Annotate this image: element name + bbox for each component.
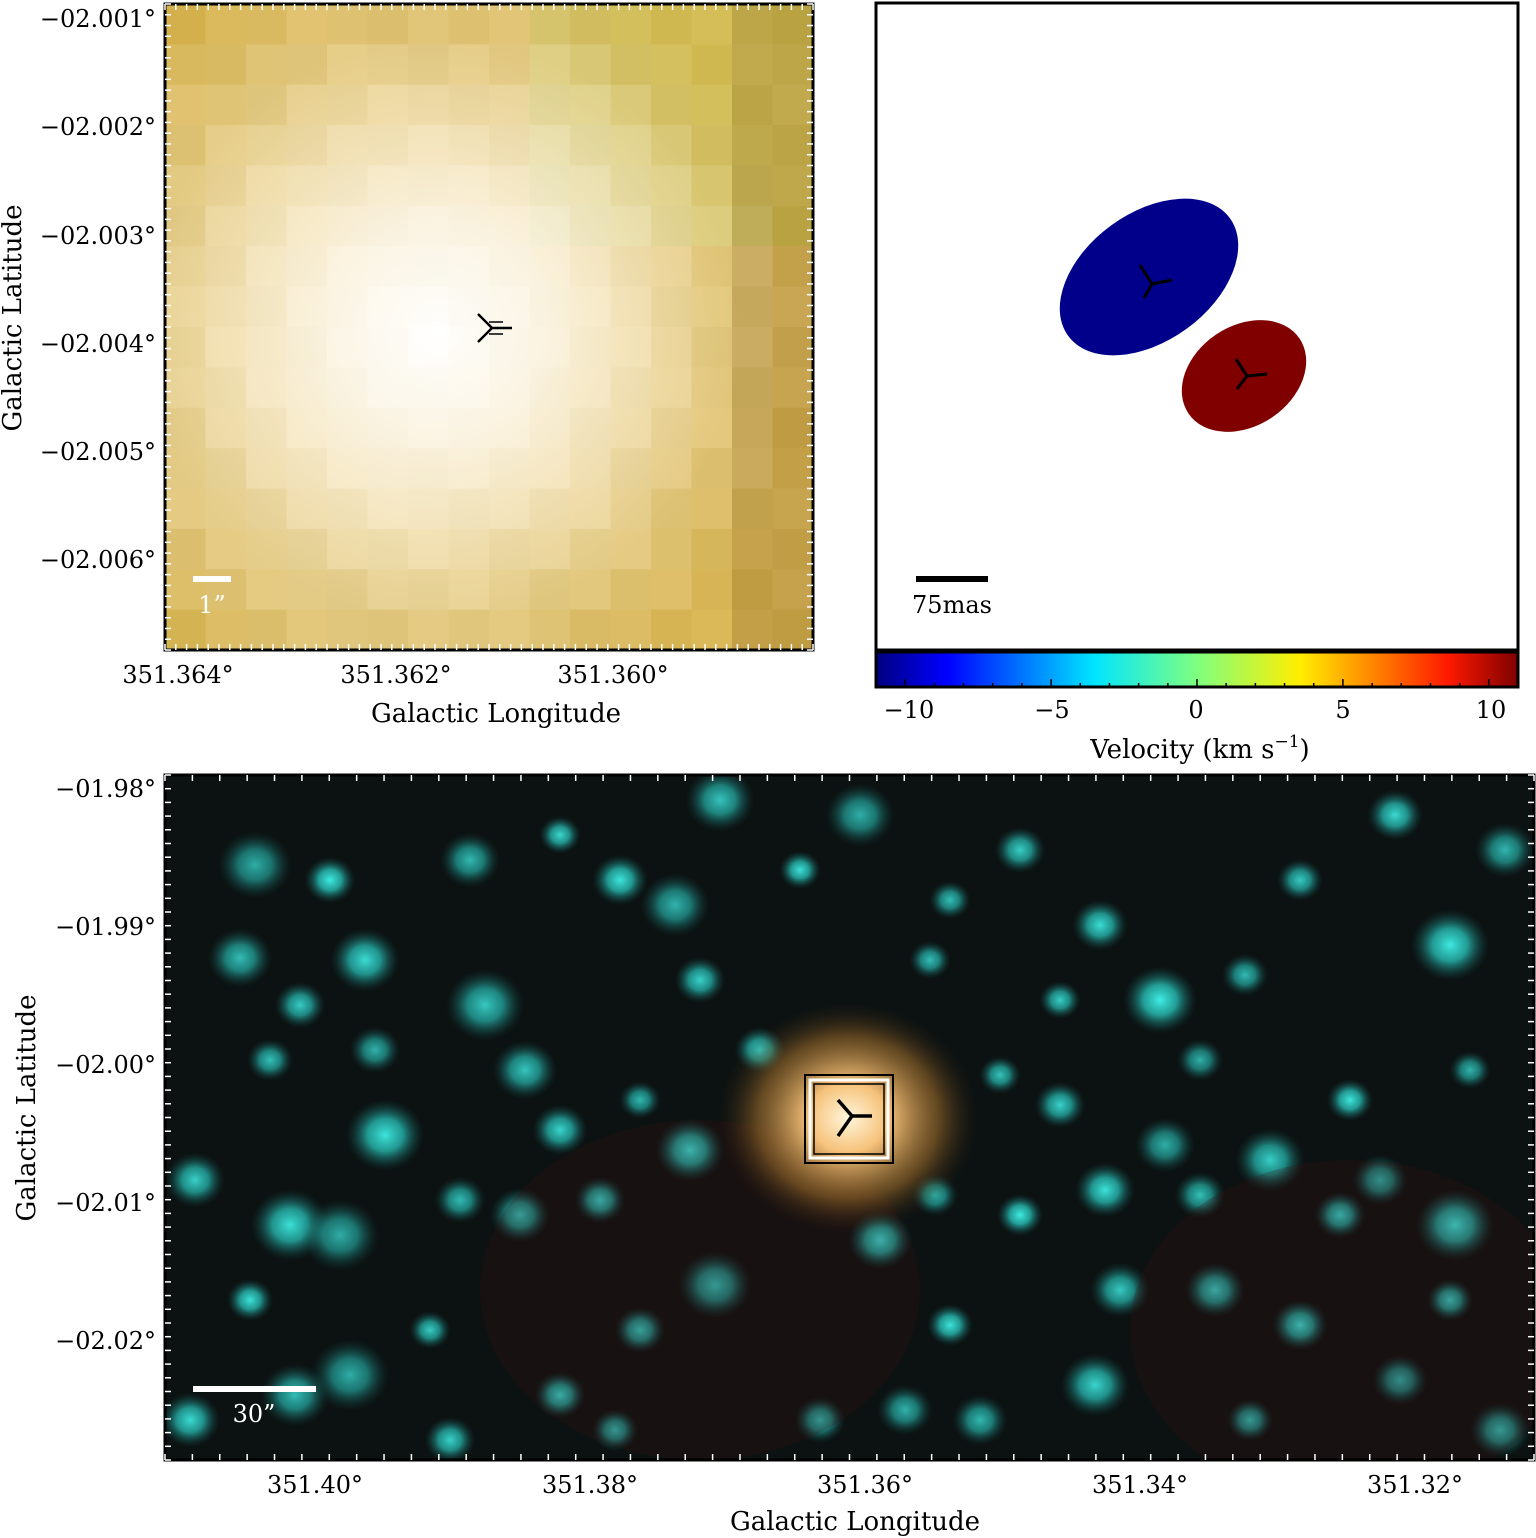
panel-c: 30” −01.98° −01.99° −02.00° −02.01° −02.…	[12, 773, 1536, 1537]
panel-c-ytick: −02.01°	[55, 1189, 156, 1217]
panel-a-xlabel: Galactic Longitude	[371, 699, 621, 729]
panel-a-ytick: −02.001°	[40, 5, 156, 33]
panel-a-xtick: 351.362°	[340, 661, 451, 689]
tri-marker-icon	[1234, 358, 1268, 390]
panel-b-frame	[874, 1, 1520, 652]
colorbar-label-text: Velocity (km s	[1089, 735, 1274, 765]
source-box	[808, 1078, 890, 1160]
panel-c-ytick: −01.98°	[55, 775, 156, 803]
panel-c-xlabel: Galactic Longitude	[730, 1507, 980, 1537]
panel-c-ticks	[164, 774, 1535, 1461]
panel-a-xtick: 351.364°	[122, 661, 233, 689]
panel-a-xtick: 351.360°	[557, 661, 668, 689]
panel-c-image	[165, 775, 1534, 1460]
panel-c-xtick: 351.38°	[542, 1471, 638, 1499]
colorbar-tick-label: −5	[1034, 696, 1069, 724]
tri-marker-icon	[477, 313, 512, 343]
panel-c-xtick: 351.36°	[817, 1471, 913, 1499]
tri-marker-icon	[836, 1098, 872, 1138]
panel-b-scale-label: 75mas	[912, 591, 992, 619]
panel-a-scale-label: 1”	[198, 591, 226, 619]
colorbar-ticks	[904, 679, 1490, 687]
colorbar-label-close: )	[1300, 735, 1310, 765]
panel-c-xtick: 351.40°	[267, 1471, 363, 1499]
velocity-component-blue	[1059, 198, 1239, 356]
velocity-component-red	[1181, 320, 1307, 432]
colorbar-label: Velocity (km s−1)	[1089, 732, 1309, 765]
panel-a-ytick: −02.005°	[40, 438, 156, 466]
panel-a-ylabel: Galactic Latitude	[0, 205, 28, 432]
tri-marker-icon	[1138, 264, 1173, 299]
panel-a-ticks	[164, 3, 814, 651]
panel-c-scale-label: 30”	[233, 1400, 276, 1428]
panel-a: 1” −02.001° −02.002° −02.003° −02.004° −…	[0, 2, 815, 729]
panel-c-ylabel: Galactic Latitude	[12, 995, 42, 1222]
panel-a-ytick: −02.002°	[40, 113, 156, 141]
colorbar-tick-label: −10	[884, 696, 935, 724]
source-box-inner	[813, 1083, 885, 1155]
panel-c-ytick: −01.99°	[55, 913, 156, 941]
panel-c-ytick: −02.00°	[55, 1051, 156, 1079]
panel-a-ytick: −02.003°	[40, 222, 156, 250]
panel-c-ytick: −02.02°	[55, 1327, 156, 1355]
panel-a-ytick: −02.004°	[40, 330, 156, 358]
colorbar-tick-label: 5	[1335, 696, 1350, 724]
panel-c-xtick: 351.32°	[1367, 1471, 1463, 1499]
panel-b: 75mas −10 −5 0 5 10 Velocity (km s−1)	[874, 1, 1520, 765]
colorbar-tick-label: 0	[1188, 696, 1203, 724]
panel-c-xtick: 351.34°	[1092, 1471, 1188, 1499]
colorbar-tick-label: 10	[1476, 696, 1507, 724]
source-box-outer	[804, 1074, 894, 1164]
panel-a-image	[165, 4, 813, 650]
panel-a-ytick: −02.006°	[40, 546, 156, 574]
colorbar-label-exponent: −1	[1274, 732, 1299, 752]
